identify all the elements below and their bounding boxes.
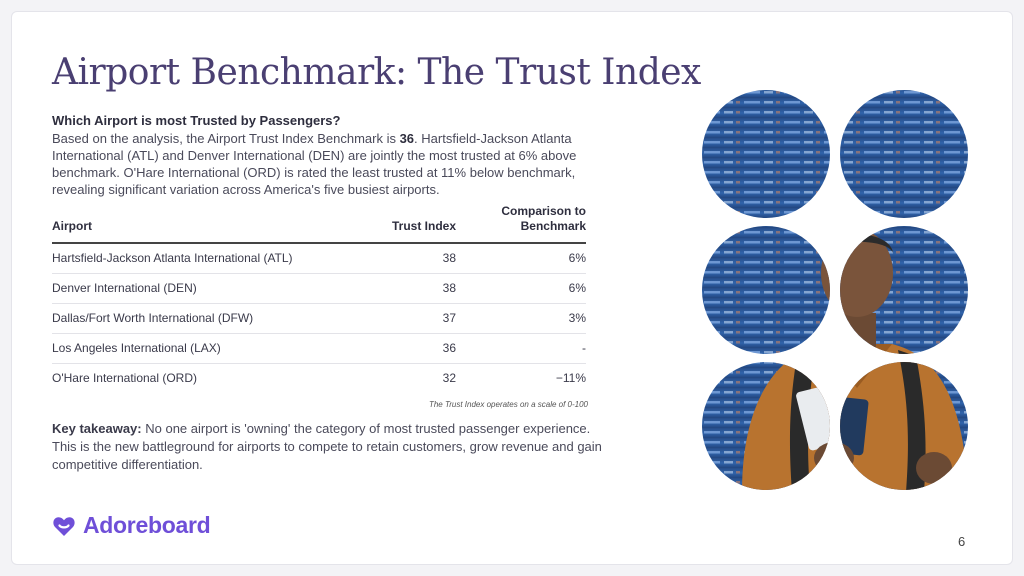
takeaway-text: No one airport is 'owning' the category … — [52, 421, 602, 472]
cell-airport: Dallas/Fort Worth International (DFW) — [52, 303, 352, 334]
page-title: Airport Benchmark: The Trust Index — [52, 52, 701, 93]
cell-airport: Denver International (DEN) — [52, 273, 352, 304]
section-question: Which Airport is most Trusted by Passeng… — [52, 113, 341, 128]
table-row: Dallas/Fort Worth International (DFW) 37… — [52, 303, 586, 334]
table-row: Denver International (DEN) 38 6% — [52, 273, 586, 304]
traveler-photo-collage — [702, 90, 968, 490]
cell-comparison: - — [456, 333, 586, 364]
intro-text-before: Based on the analysis, the Airport Trust… — [52, 131, 400, 146]
table-row: Hartsfield-Jackson Atlanta International… — [52, 243, 586, 274]
key-takeaway: Key takeaway: No one airport is 'owning'… — [52, 420, 612, 474]
cell-comparison: 6% — [456, 243, 586, 274]
cell-comparison: −11% — [555, 371, 586, 386]
table-row: O'Hare International (ORD) 32 −11% — [52, 363, 586, 393]
cell-trust-index: 37 — [352, 303, 456, 334]
heart-logo-icon — [53, 516, 75, 536]
cell-comparison: 3% — [456, 303, 586, 334]
cell-airport: O'Hare International (ORD) — [52, 371, 198, 386]
header-comparison-line1: Comparison to — [501, 204, 586, 218]
header-trust-index: Trust Index — [352, 204, 456, 244]
table-row: Los Angeles International (LAX) 36 - — [52, 333, 586, 364]
trust-index-table: Airport Trust Index Comparison to Benchma… — [52, 204, 586, 393]
intro-text-after: . Hartsfield-Jackson Atlanta Internation… — [52, 131, 577, 197]
takeaway-lead: Key takeaway: — [52, 421, 142, 436]
cell-trust-index: 36 — [352, 333, 456, 364]
cell-airport: Los Angeles International (LAX) — [52, 333, 352, 364]
scale-note: The Trust Index operates on a scale of 0… — [428, 400, 588, 409]
table-header-row: Airport Trust Index Comparison to Benchma… — [52, 204, 586, 244]
page-number: 6 — [958, 534, 966, 549]
cell-trust-index: 32 — [442, 371, 456, 386]
intro-paragraph: Based on the analysis, the Airport Trust… — [52, 130, 612, 198]
cell-trust-index: 38 — [352, 243, 456, 274]
cell-airport: Hartsfield-Jackson Atlanta International… — [52, 243, 352, 274]
benchmark-value: 36 — [399, 131, 415, 146]
header-comparison: Comparison to Benchmark — [456, 204, 586, 244]
header-comparison-line2: Benchmark — [520, 219, 586, 233]
logo-text: Adoreboard — [83, 512, 211, 538]
cell-trust-index: 38 — [352, 273, 456, 304]
brand-logo: Adoreboard — [52, 512, 211, 539]
cell-comparison: 6% — [456, 273, 586, 304]
header-airport: Airport — [52, 204, 352, 244]
slide: Airport Benchmark: The Trust Index Which… — [11, 11, 1013, 565]
